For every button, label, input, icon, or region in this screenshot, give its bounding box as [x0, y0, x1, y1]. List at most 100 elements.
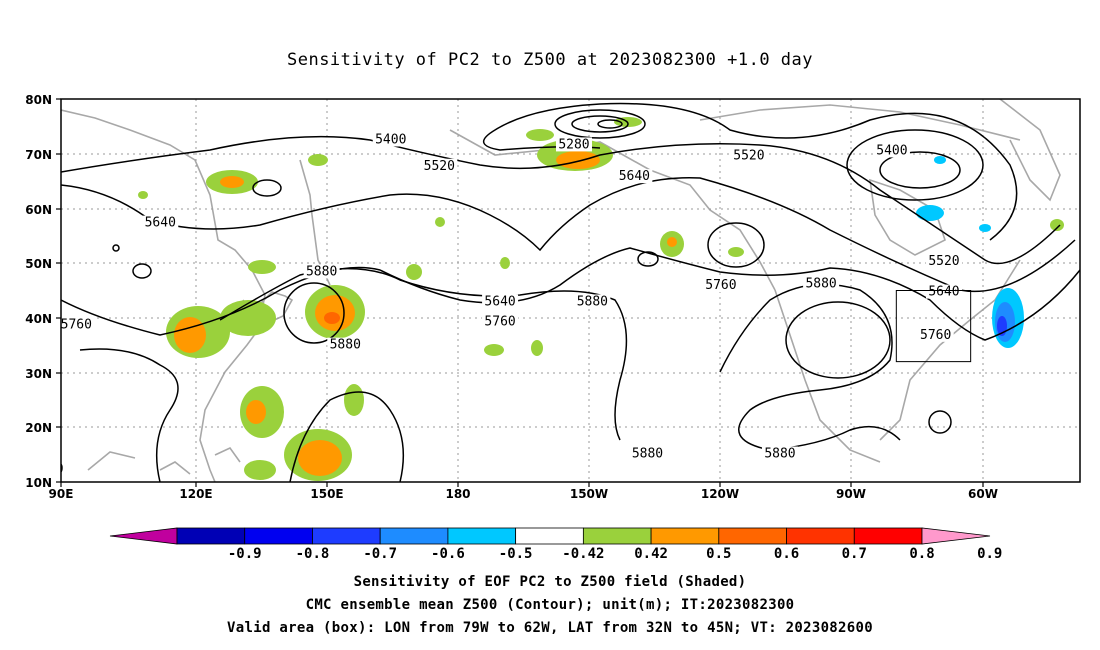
colorbar-swatch	[447, 527, 517, 545]
colorbar-label: 0.8	[909, 546, 934, 562]
colorbar-swatch	[582, 527, 652, 545]
colorbar-swatch	[244, 527, 313, 545]
contour-label: 5880	[32, 462, 63, 477]
negative-blob	[934, 156, 946, 164]
axis-ticks	[56, 98, 984, 487]
contour-label: 5400	[876, 143, 907, 158]
contour-label: 5760	[920, 328, 951, 343]
colorbar-label: 0.5	[706, 546, 731, 562]
colorbar-label: -0.5	[499, 546, 533, 562]
lat-tick-label: 60N	[25, 203, 52, 217]
contour-label: 5880	[306, 264, 337, 279]
colorbar-swatch	[786, 527, 855, 545]
contour-label-background	[61, 461, 66, 476]
contour-label-background	[482, 314, 519, 329]
contour-5520	[61, 135, 1061, 265]
contour-label-background	[142, 215, 179, 230]
contour-label: 5880	[764, 447, 795, 462]
contour-label: 5280	[558, 137, 589, 152]
contour-5760	[61, 247, 1080, 341]
contour-5880-east	[719, 283, 901, 451]
colorbar-label: 0.7	[842, 546, 867, 562]
lon-axis-labels: 90E 120E 150E 180 150W 120W 90W 60W	[49, 487, 998, 501]
contour-label-background	[555, 137, 592, 152]
valid-area-box	[895, 290, 972, 363]
contour-label-background	[372, 132, 409, 147]
contour-labels: 5400 5280 5400 5520 5520 5640 5640 5520 5880 5640…	[32, 132, 962, 477]
lon-tick-label: 60W	[968, 487, 998, 501]
colorbar-swatch	[650, 527, 720, 545]
contour-label: 5640	[145, 216, 176, 231]
contour-label-background	[61, 317, 95, 332]
lat-tick-label: 70N	[25, 148, 52, 162]
contour-label-background	[925, 284, 962, 299]
contour-label: 5760	[484, 315, 515, 330]
colorbar-swatch	[176, 527, 246, 545]
contour-label-background	[482, 294, 519, 309]
contour-label-background	[917, 327, 954, 342]
contour-closed-north	[846, 129, 984, 201]
coastline-maritime-se-asia	[87, 446, 241, 475]
contour-label-background	[629, 446, 666, 461]
colorbar-swatch	[853, 527, 923, 545]
contour-label: 5880	[330, 338, 361, 353]
caption-valid-area: Valid area (box): LON from 79W to 62W, L…	[227, 620, 873, 636]
contour-label: 5880	[577, 294, 608, 309]
contour-label-background	[303, 264, 340, 279]
lon-tick-label: 120E	[179, 487, 212, 501]
contour-label: 5640	[928, 285, 959, 300]
positive-core	[246, 400, 266, 424]
positive-core	[556, 151, 600, 169]
positive-blob	[138, 191, 148, 199]
colorbar-label: -0.8	[296, 546, 330, 562]
colorbar-swatch	[718, 527, 787, 545]
colorbar-label: -0.9	[228, 546, 262, 562]
contour-label: 5760	[705, 278, 736, 293]
contour-label-background	[327, 337, 364, 352]
contour-label-background	[730, 148, 767, 163]
colorbar-label: 0.42	[634, 546, 668, 562]
contour-5880-high	[785, 301, 891, 379]
contour-label-background	[421, 158, 458, 173]
positive-core	[298, 440, 342, 476]
positive-blob	[244, 460, 276, 480]
contour-low-center	[597, 119, 623, 129]
positive-blob	[220, 300, 276, 336]
contour-5640	[61, 176, 1076, 293]
coastline-north-america-west	[774, 289, 881, 463]
colorbar-label: -0.42	[562, 546, 604, 562]
lat-axis-labels: 80N 70N 60N 50N 40N 30N 20N 10N	[25, 93, 52, 490]
lat-tick-label: 10N	[25, 476, 52, 490]
positive-blob	[531, 340, 543, 356]
colorbar-high-triangle	[921, 527, 991, 545]
colorbar: -0.9 -0.8 -0.7 -0.6 -0.5 -0.42 0.42 0.5 0.6 0.7 0.…	[109, 527, 1002, 562]
positive-blob	[526, 129, 554, 141]
positive-core	[174, 317, 206, 353]
lon-tick-label: 180	[445, 487, 470, 501]
contour-small-closed	[637, 251, 659, 267]
coastline-alaska	[449, 129, 776, 291]
lon-tick-label: 150W	[570, 487, 608, 501]
contour-label-background	[574, 294, 611, 309]
contour-label: 5760	[61, 317, 92, 332]
contour-label: 5640	[619, 169, 650, 184]
positive-blob	[248, 260, 276, 274]
positive-blob	[344, 384, 364, 416]
caption-shading: Sensitivity of EOF PC2 to Z500 field (Sh…	[353, 574, 747, 590]
colorbar-label: -0.7	[363, 546, 397, 562]
colorbar-swatch	[312, 527, 381, 545]
lon-tick-label: 120W	[701, 487, 739, 501]
contour-label-background	[761, 446, 798, 461]
contour-small-closed	[112, 244, 120, 252]
positive-core	[667, 237, 677, 247]
colorbar-label: -0.6	[431, 546, 465, 562]
lon-tick-label: 150E	[310, 487, 343, 501]
positive-blob	[406, 264, 422, 280]
contour-5280-inner	[571, 115, 629, 133]
contour-small-closed	[252, 179, 282, 197]
coastline-north-america-east	[879, 259, 1021, 441]
contour-label: 5520	[928, 254, 959, 269]
lat-tick-label: 30N	[25, 367, 52, 381]
contour-label-background	[925, 253, 962, 268]
